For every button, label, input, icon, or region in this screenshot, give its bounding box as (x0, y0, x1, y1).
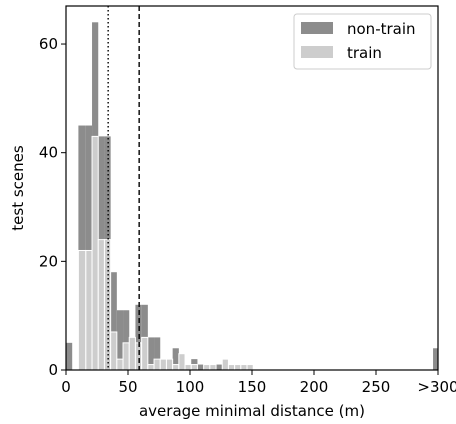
bars-layer (66, 22, 438, 371)
bar-train (165, 358, 174, 371)
bar-train (172, 364, 180, 371)
x-tick-label: 250 (362, 378, 391, 396)
bar-train (221, 358, 229, 371)
bar-train (141, 336, 149, 371)
bar-train (209, 364, 217, 371)
y-tick-label: 60 (39, 35, 58, 53)
bar-train (122, 342, 130, 371)
x-tick-label: 150 (238, 378, 267, 396)
bar-train (128, 336, 136, 371)
bar-train (203, 364, 211, 371)
legend-label-train: train (347, 44, 382, 62)
bar-train (240, 364, 248, 371)
legend-swatch-train (301, 46, 333, 58)
x-axis-label: average minimal distance (m) (139, 402, 365, 420)
bar-train (153, 358, 161, 371)
bar-non-train (154, 337, 161, 370)
y-axis-label: test scenes (9, 145, 27, 231)
bar-non-train (123, 310, 130, 370)
bar-non-train (147, 337, 155, 370)
x-tick-label: 200 (300, 378, 329, 396)
bar-non-train (433, 348, 438, 370)
bar-train (110, 331, 118, 371)
bar-train (234, 364, 242, 371)
bar-train (77, 249, 87, 371)
y-tick-label: 40 (39, 144, 58, 162)
bar-non-train (85, 125, 93, 370)
bar-train (116, 358, 124, 371)
y-tick-label: 0 (48, 361, 58, 379)
legend-swatch-non-train (301, 22, 333, 34)
bar-train (97, 239, 105, 371)
legend-label-non-train: non-train (347, 20, 416, 38)
bar-train (85, 249, 93, 371)
x-tick-label: 0 (61, 378, 71, 396)
bar-non-train (216, 364, 223, 370)
bar-train (190, 364, 198, 371)
bar-non-train (66, 342, 73, 370)
bar-non-train (197, 364, 204, 370)
legend: non-train train (293, 13, 432, 70)
y-axis: 0 20 40 60 (39, 35, 66, 379)
x-tick-label: >300 (417, 378, 456, 396)
reference-lines (107, 6, 140, 370)
bar-train (227, 364, 236, 371)
bar-non-train (172, 348, 179, 370)
bar-non-train (78, 125, 86, 370)
bar-train (184, 364, 192, 371)
bar-train (91, 135, 99, 371)
bar-train (246, 364, 254, 371)
bar-non-train (116, 310, 124, 370)
x-tick-label: 50 (118, 378, 137, 396)
bar-non-train (110, 272, 117, 370)
bar-train (178, 353, 186, 371)
bar-train (159, 358, 167, 371)
x-axis: 0 50 100 150 200 250 >300 (61, 370, 456, 396)
bar-train (147, 364, 155, 371)
y-tick-label: 20 (39, 252, 58, 270)
x-tick-label: 100 (176, 378, 205, 396)
